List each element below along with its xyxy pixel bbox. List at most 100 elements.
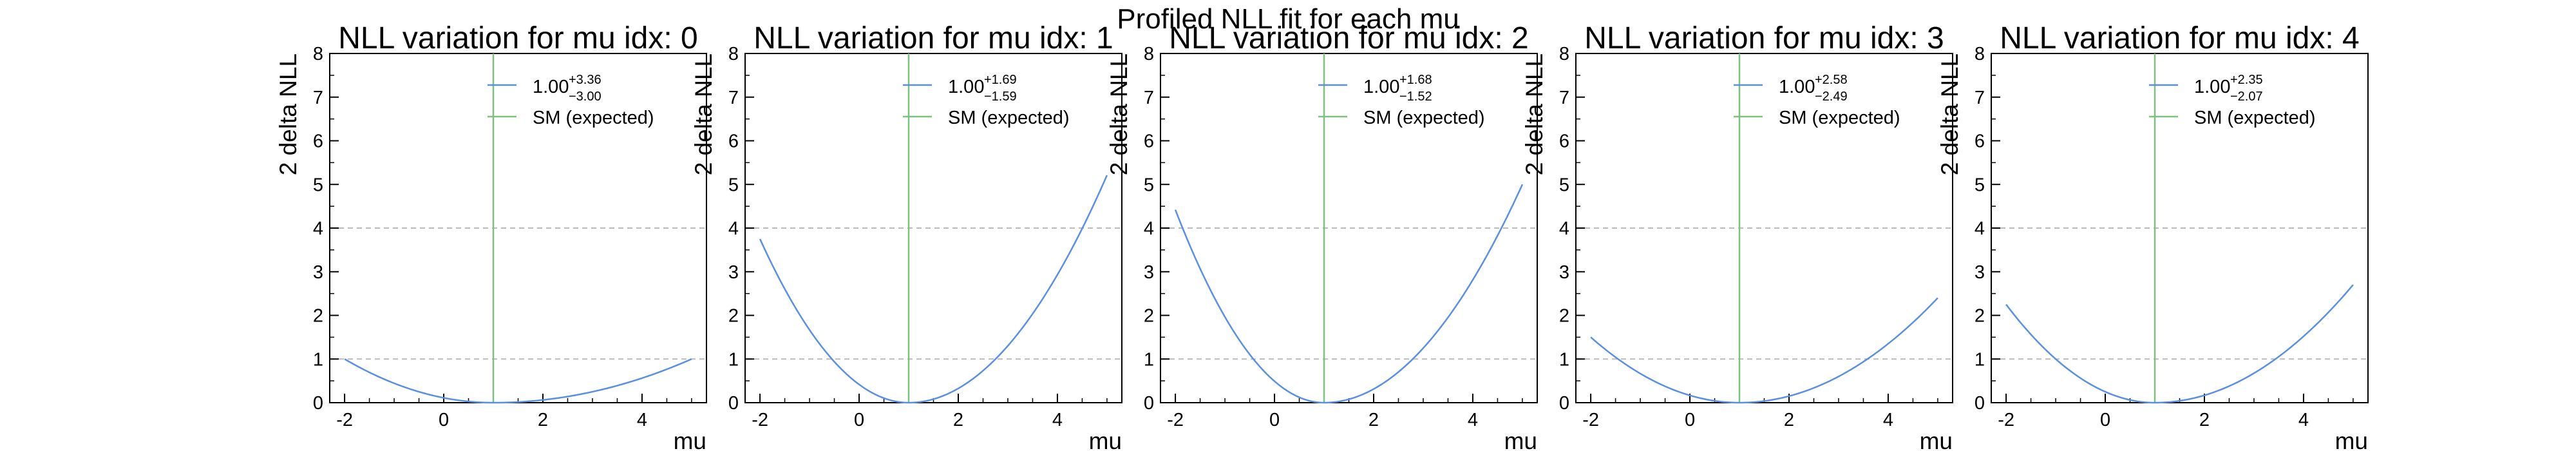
x-tick-label: -2 [336, 410, 353, 430]
x-tick-label: -2 [1998, 410, 2014, 430]
x-tick-label: -2 [1582, 410, 1599, 430]
y-tick-label: 4 [1975, 218, 1985, 239]
x-axis-label: mu [1089, 428, 1122, 451]
panels: NLL variation for mu idx: 0 0 1 2 3 4 5 6 7 8 -2 0 2… [275, 21, 2369, 451]
y-tick-label: 0 [1559, 393, 1569, 414]
panel-title: NLL variation for mu idx: 1 [753, 21, 1113, 55]
y-tick-label: 8 [1144, 44, 1154, 64]
y-tick-label: 4 [1559, 218, 1569, 239]
y-tick-label: 2 [1975, 306, 1985, 327]
y-tick-label: 6 [728, 131, 739, 152]
y-tick-label: 6 [1975, 131, 1985, 152]
x-tick-label: 4 [1052, 410, 1063, 430]
panel-3: NLL variation for mu idx: 3 0 1 2 3 4 5 6 7 8 -2 0 2… [1521, 21, 1953, 451]
y-tick-label: 3 [1144, 262, 1154, 283]
y-tick-label: 2 [1559, 306, 1569, 327]
x-tick-label: 4 [637, 410, 647, 430]
panel-title: NLL variation for mu idx: 2 [1169, 21, 1528, 55]
y-tick-label: 3 [1975, 262, 1985, 283]
x-tick-label: 0 [439, 410, 449, 430]
x-tick-label: 0 [854, 410, 864, 430]
y-tick-label: 5 [728, 175, 739, 195]
x-tick-label: 4 [2298, 410, 2309, 430]
y-tick-label: 2 [728, 306, 739, 327]
legend-fit-down: −2.07 [2230, 90, 2263, 104]
y-tick-label: 8 [1975, 44, 1985, 64]
panel-title: NLL variation for mu idx: 4 [2000, 21, 2359, 55]
y-tick-label: 1 [1975, 349, 1985, 370]
x-tick-label: 2 [538, 410, 548, 430]
y-tick-label: 7 [1144, 88, 1154, 108]
y-tick-label: 3 [728, 262, 739, 283]
legend-fit-down: −3.00 [569, 90, 601, 104]
legend-fit-down: −2.49 [1815, 90, 1848, 104]
nll-curve [1590, 297, 1938, 404]
y-axis-label: 2 delta NLL [1521, 53, 1548, 175]
nll-curve [2005, 284, 2354, 404]
y-tick-label: 1 [728, 349, 739, 370]
nll-curve [759, 175, 1108, 404]
x-axis-label: mu [2335, 428, 2368, 451]
y-tick-label: 4 [728, 218, 739, 239]
legend-fit-up: +1.68 [1399, 73, 1432, 87]
panel-title: NLL variation for mu idx: 3 [1584, 21, 1944, 55]
x-axis-label: mu [1504, 428, 1537, 451]
legend-fit-value: 1.00 [2194, 77, 2230, 97]
x-tick-label: 2 [953, 410, 963, 430]
legend-sm-label: SM (expected) [2194, 108, 2316, 128]
y-tick-label: 0 [313, 393, 323, 414]
y-tick-label: 2 [313, 306, 323, 327]
y-tick-label: 6 [1144, 131, 1154, 152]
legend-fit-up: +3.36 [569, 73, 601, 87]
y-tick-label: 5 [1559, 175, 1569, 195]
x-tick-label: 0 [1685, 410, 1695, 430]
panel-4: NLL variation for mu idx: 4 0 1 2 3 4 5 6 7 8 -2 0 2… [1937, 21, 2369, 451]
x-tick-label: -2 [752, 410, 768, 430]
legend-fit-up: +2.35 [2230, 73, 2263, 87]
panel-title: NLL variation for mu idx: 0 [338, 21, 697, 55]
y-axis-label: 2 delta NLL [690, 53, 717, 175]
legend-sm-label: SM (expected) [948, 108, 1070, 128]
panel-1: NLL variation for mu idx: 1 0 1 2 3 4 5 6 7 8 -2 0 2… [690, 21, 1122, 451]
legend-fit-value: 1.00 [1779, 77, 1815, 97]
panel-2: NLL variation for mu idx: 2 0 1 2 3 4 5 6 7 8 -2 0 2… [1106, 21, 1538, 451]
x-tick-label: 2 [1784, 410, 1794, 430]
y-tick-label: 0 [1144, 393, 1154, 414]
y-tick-label: 2 [1144, 306, 1154, 327]
legend-fit-down: −1.59 [984, 90, 1017, 104]
x-axis-label: mu [674, 428, 706, 451]
x-tick-label: 2 [2199, 410, 2210, 430]
y-tick-label: 8 [313, 44, 323, 64]
panel-0: NLL variation for mu idx: 0 0 1 2 3 4 5 6 7 8 -2 0 2… [275, 21, 707, 451]
y-axis-label: 2 delta NLL [1106, 53, 1132, 175]
y-tick-label: 1 [1144, 349, 1154, 370]
x-tick-label: 2 [1368, 410, 1379, 430]
y-tick-label: 0 [1975, 393, 1985, 414]
y-tick-label: 4 [1144, 218, 1154, 239]
y-tick-label: 7 [728, 88, 739, 108]
y-tick-label: 7 [313, 88, 323, 108]
legend-fit-up: +1.69 [984, 73, 1017, 87]
y-tick-label: 5 [313, 175, 323, 195]
y-tick-label: 8 [1559, 44, 1569, 64]
y-tick-label: 8 [728, 44, 739, 64]
nll-curve [344, 358, 692, 404]
legend-sm-label: SM (expected) [533, 108, 654, 128]
legend-fit-down: −1.52 [1399, 90, 1432, 104]
nll-curve [1174, 184, 1524, 404]
legend-fit-value: 1.00 [1363, 77, 1399, 97]
legend-fit-up: +2.58 [1815, 73, 1848, 87]
y-tick-label: 0 [728, 393, 739, 414]
x-tick-label: 4 [1883, 410, 1893, 430]
legend-fit-value: 1.00 [948, 77, 984, 97]
y-tick-label: 5 [1144, 175, 1154, 195]
legend-sm-label: SM (expected) [1363, 108, 1485, 128]
x-tick-label: 0 [1269, 410, 1280, 430]
y-tick-label: 1 [1559, 349, 1569, 370]
y-tick-label: 6 [313, 131, 323, 152]
legend-sm-label: SM (expected) [1779, 108, 1900, 128]
y-tick-label: 7 [1975, 88, 1985, 108]
y-tick-label: 3 [1559, 262, 1569, 283]
x-axis-label: mu [1920, 428, 1953, 451]
